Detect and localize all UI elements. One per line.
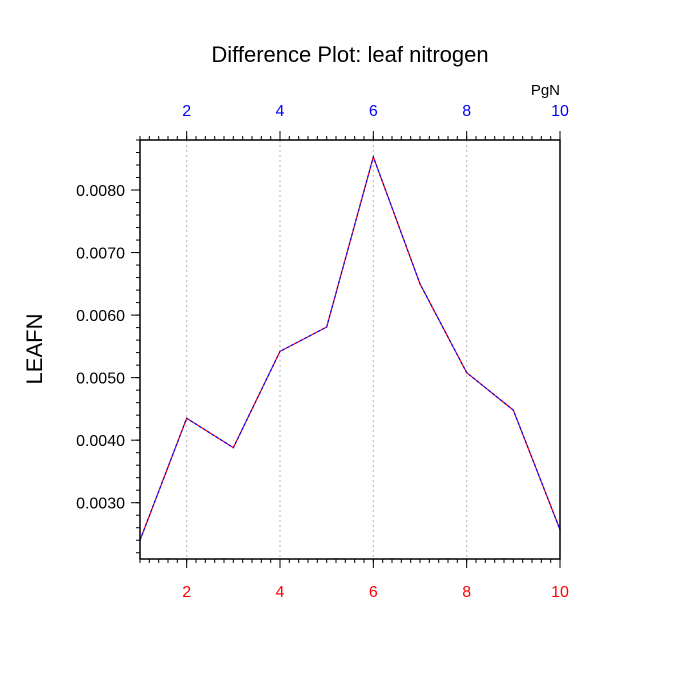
data-point — [512, 409, 515, 411]
data-point — [419, 283, 421, 285]
series-line-overlay — [139, 154, 561, 541]
data-series — [139, 154, 561, 542]
y-tick-label: 0.0030 — [76, 496, 125, 513]
data-point — [232, 446, 235, 449]
x-tick-label-bottom: 6 — [369, 584, 378, 601]
data-point — [325, 326, 328, 328]
data-point — [279, 350, 281, 353]
x-tick-label-bottom: 4 — [276, 584, 285, 601]
y-tick-label: 0.0040 — [76, 433, 125, 450]
data-point — [465, 371, 468, 374]
y-axis-label: LEAFN — [22, 314, 47, 385]
x-tick-label-top: 10 — [551, 103, 569, 120]
chart-title: Difference Plot: leaf nitrogen — [211, 42, 488, 67]
top-axis-unit-label: PgN — [531, 82, 560, 99]
data-point — [372, 156, 375, 158]
x-tick-label-bottom: 2 — [182, 584, 191, 601]
y-tick-label: 0.0050 — [76, 371, 125, 388]
plot-frame — [139, 139, 561, 560]
y-tick-label: 0.0080 — [76, 183, 125, 200]
axis-ticks — [131, 131, 561, 568]
y-tick-label: 0.0060 — [76, 308, 125, 325]
tick-labels: 2 2 4 4 6 6 8 8 10 10 0.0030 0.0040 0.0050 0.0060 0.00… — [76, 103, 569, 601]
x-tick-label-top: 4 — [276, 103, 285, 120]
series-line — [139, 154, 561, 541]
x-tick-label-top: 2 — [182, 103, 191, 120]
grid-lines — [186, 140, 468, 559]
x-tick-label-top: 6 — [369, 103, 378, 120]
x-tick-label-bottom: 8 — [462, 584, 471, 601]
x-tick-label-top: 8 — [462, 103, 471, 120]
y-tick-label: 0.0070 — [76, 246, 125, 263]
data-point — [185, 417, 188, 420]
x-tick-label-bottom: 10 — [551, 584, 569, 601]
